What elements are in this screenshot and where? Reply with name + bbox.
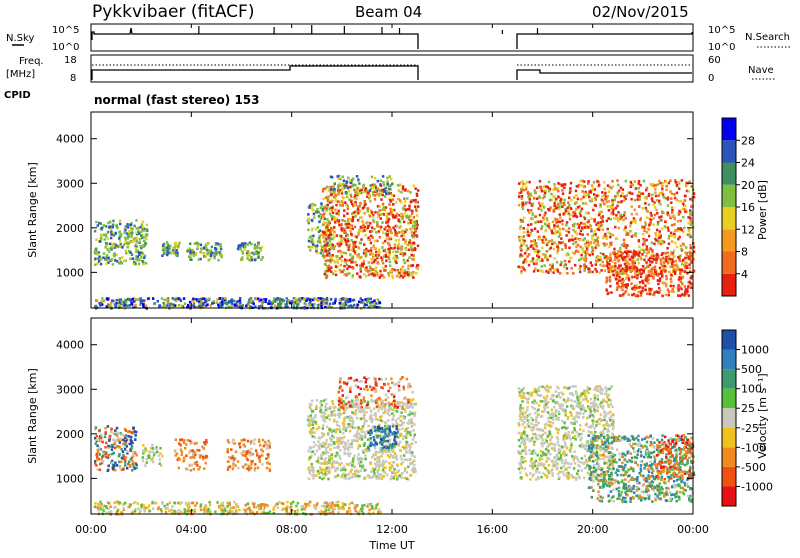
colorbar-segment [722,330,736,350]
y-tick-label: 2000 [56,222,84,235]
y-tick-label: 3000 [56,383,84,396]
x-tick-label: 16:00 [476,523,508,536]
power-colorbar: 28 24 20 16 12 8 4 [722,118,755,296]
colorbar-tick-label: 4 [741,268,748,281]
power-ylabel: Slant Range [km] [26,162,39,258]
colorbar-segment [722,447,736,467]
x-tick-label: 04:00 [175,523,207,536]
nsky-tick-top: 10^5 [52,25,79,36]
power-data [94,175,696,310]
colorbar-tick-label: -500 [741,461,766,474]
colorbar-tick-label: 8 [741,246,748,259]
freq-tick-bottom: 8 [70,73,76,84]
velocity-data [94,376,696,516]
colorbar-segment [722,163,736,185]
velocity-ylabel: Slant Range [km] [26,368,39,464]
cpid-label: CPID [4,90,31,101]
colorbar-segment [722,274,736,296]
x-tick-label: 08:00 [276,523,308,536]
freq-unit: [MHz] [6,69,35,80]
radar-title: Pykkvibaer (fitACF) [92,2,254,22]
colorbar-segment [722,185,736,207]
y-tick-label: 1000 [56,472,84,485]
colorbar-tick-label: 28 [741,134,755,147]
y-tick-label: 4000 [56,339,84,352]
colorbar-segment [722,229,736,251]
x-tick-label: 12:00 [376,523,408,536]
colorbar-tick-label: 20 [741,179,755,192]
colorbar-segment [722,350,736,370]
cpid-value: normal (fast stereo) 153 [94,93,260,107]
colorbar-segment [722,369,736,389]
colorbar-tick-label: 12 [741,223,755,236]
colorbar-tick-label: 16 [741,201,755,214]
colorbar-segment [722,140,736,162]
y-tick-label: 3000 [56,177,84,190]
power-panel: 4000 3000 2000 1000 Slant Range [km] 28 24 20… [26,112,769,310]
x-tick-label: 20:00 [577,523,609,536]
xaxis-label: Time UT [368,539,414,552]
nsky-tick-bottom: 10^0 [52,42,79,53]
colorbar-segment [722,486,736,506]
nsky-label: N.Sky [6,33,34,44]
nsearch-tick-top: 10^5 [708,25,735,36]
colorbar-segment [722,408,736,428]
y-tick-label: 1000 [56,266,84,279]
nsky-panel: N.Sky 10^5 10^0 10^5 10^0 N.Search [6,24,790,53]
nave-label: Nave [748,65,774,76]
nave-tick-top: 60 [708,55,721,66]
colorbar-tick-label: 1000 [741,344,769,357]
velocity-cbar-label: Velocity [m s⁻¹] [756,373,769,458]
freq-panel: Freq. [MHz] 18 8 60 0 Nave CPID normal (… [4,55,776,107]
x-tick-label: 00:00 [677,523,709,536]
colorbar-segment [722,207,736,229]
nave-tick-bottom: 0 [708,73,714,84]
colorbar-tick-label: -1000 [741,480,773,493]
power-cbar-label: Power [dB] [756,180,769,240]
freq-tick-top: 18 [64,55,77,66]
date-label: 02/Nov/2015 [592,3,689,21]
nsearch-label: N.Search [745,32,790,43]
y-tick-label: 2000 [56,428,84,441]
colorbar-segment [722,428,736,448]
colorbar-tick-label: 24 [741,157,755,170]
freq-label: Freq. [19,56,44,67]
x-tick-label: 00:00 [75,523,107,536]
colorbar-segment [722,252,736,274]
y-tick-label: 4000 [56,133,84,146]
colorbar-segment [722,389,736,409]
colorbar-segment [722,118,736,140]
nsearch-tick-bottom: 10^0 [708,42,735,53]
colorbar-segment [722,467,736,487]
beam-label: Beam 04 [355,3,422,21]
colorbar-tick-label: 25 [741,402,755,415]
